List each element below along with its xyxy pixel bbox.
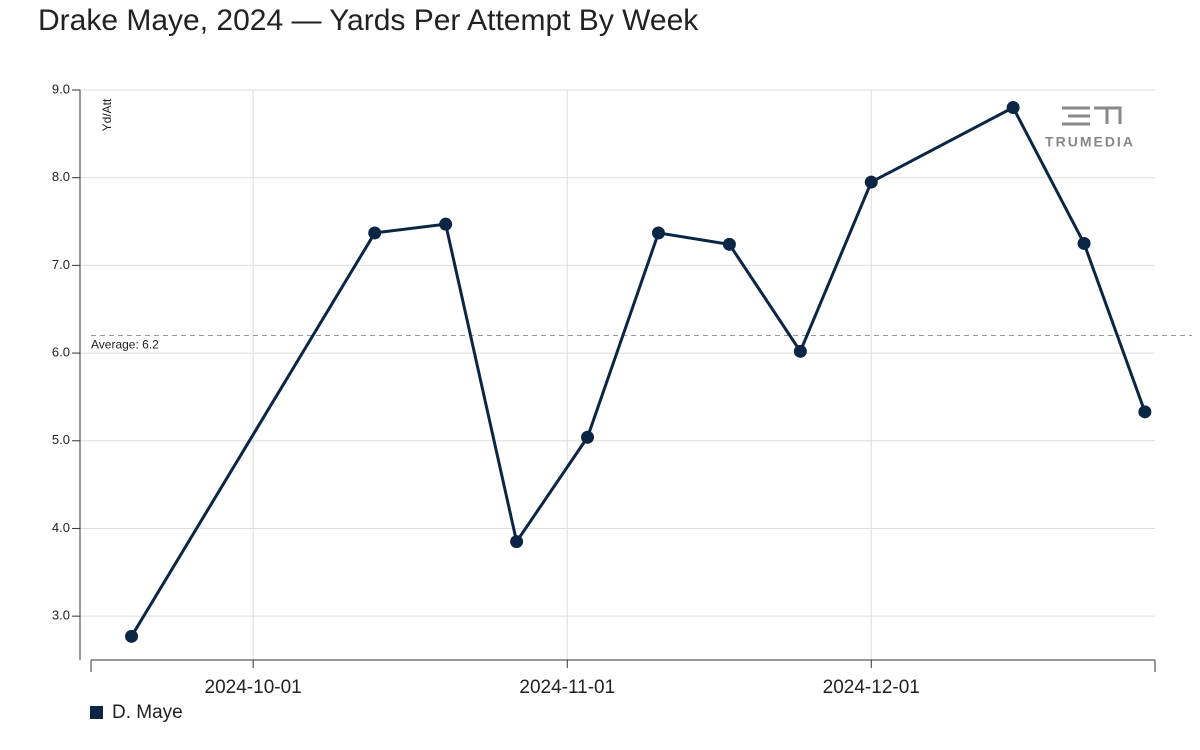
y-axis-label: Yd/Att (100, 98, 114, 131)
watermark-logo (1062, 106, 1122, 126)
average-label: Average: 6.2 (91, 338, 159, 352)
legend-label: D. Maye (112, 702, 183, 723)
y-tick-label: 6.0 (52, 345, 70, 360)
series-line (130, 105, 1147, 638)
data-point (439, 217, 453, 231)
data-point (125, 629, 139, 643)
data-point (722, 237, 736, 251)
x-tick-label: 2024-11-01 (519, 677, 615, 698)
data-point (581, 430, 595, 444)
y-tick-label: 5.0 (52, 432, 70, 447)
y-tick-label: 4.0 (52, 520, 70, 535)
x-tick-label: 2024-12-01 (823, 677, 920, 698)
legend-swatch (90, 706, 103, 719)
watermark: TRUMEDIA (1045, 134, 1135, 150)
y-tick-label: 8.0 (52, 169, 70, 184)
data-point (651, 226, 665, 240)
y-tick-label: 7.0 (52, 257, 70, 272)
x-tick-label: 2024-10-01 (205, 677, 302, 698)
data-point (1138, 405, 1152, 419)
data-point (793, 344, 807, 358)
chart-title: Drake Maye, 2024 — Yards Per Attempt By … (38, 4, 699, 37)
data-point (1006, 101, 1020, 115)
y-tick-label: 3.0 (52, 608, 70, 623)
data-point (864, 175, 878, 189)
data-point (368, 226, 382, 240)
y-tick-label: 9.0 (52, 81, 70, 96)
data-point (510, 535, 524, 549)
data-point (1077, 236, 1091, 250)
